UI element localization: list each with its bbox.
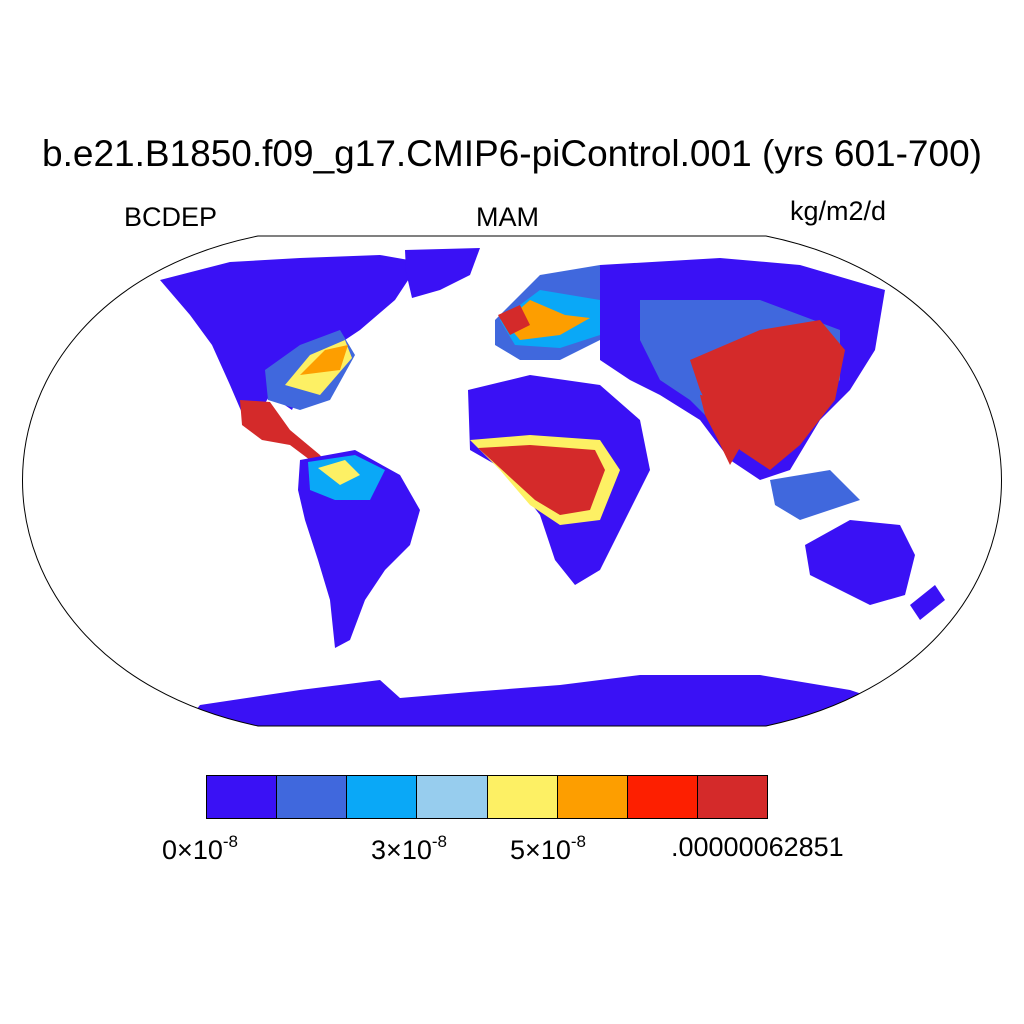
land-australia xyxy=(805,520,915,605)
colorbar-box-6 xyxy=(557,776,628,818)
land-central-america xyxy=(240,400,330,470)
na-east-orange xyxy=(300,345,348,375)
africa-high xyxy=(478,445,605,515)
colorbar-tick-1: 0×10-8 xyxy=(162,832,238,865)
india xyxy=(700,395,750,465)
variable-label: BCDEP xyxy=(124,202,218,232)
season-label: MAM xyxy=(476,202,539,232)
colorbar-box-4 xyxy=(417,776,488,818)
greenland xyxy=(405,248,480,298)
colorbar-box-1 xyxy=(207,776,278,818)
colorbar-box-7 xyxy=(627,776,698,818)
colorbar-box-3 xyxy=(347,776,418,818)
map-frame xyxy=(22,235,1002,727)
land-antarctica xyxy=(180,675,880,726)
colorbar-tick-4: .00000062851 xyxy=(671,832,844,862)
units-label: kg/m2/d xyxy=(790,196,887,226)
europe-high xyxy=(505,300,590,340)
colorbar-tick-3: 5×10-8 xyxy=(510,832,586,865)
sa-north-high xyxy=(318,460,360,485)
colorbar xyxy=(206,775,768,819)
land-maritime-asia xyxy=(770,470,860,520)
colorbar-box-5 xyxy=(487,776,558,818)
uk-red xyxy=(498,305,530,335)
colorbar-box-2 xyxy=(277,776,348,818)
colorbar-tick-2: 3×10-8 xyxy=(371,832,447,865)
land-south-america xyxy=(298,450,420,648)
land-north-america xyxy=(160,255,420,420)
colorbar-box-8 xyxy=(697,776,767,818)
plot-title: b.e21.B1850.f09_g17.CMIP6-piControl.001 … xyxy=(42,133,982,174)
land-new-zealand xyxy=(910,585,945,620)
